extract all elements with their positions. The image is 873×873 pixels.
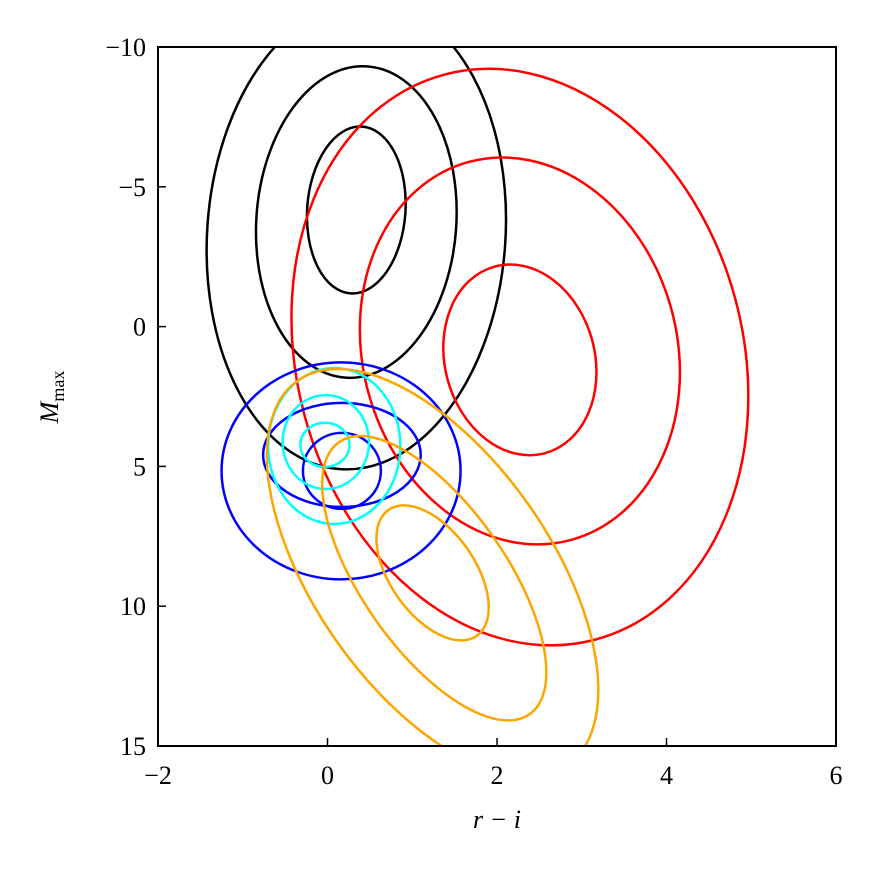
x-tick-label: 2	[491, 761, 504, 790]
contour-ellipse	[301, 431, 383, 511]
y-tick-label: −5	[118, 173, 146, 202]
x-tick-label: −2	[144, 761, 172, 790]
x-tick-label: 0	[321, 761, 334, 790]
contour-ellipse	[305, 125, 407, 295]
y-axis-label-main: M	[35, 400, 64, 424]
contour-ellipse	[205, 47, 508, 471]
contour-ellipse	[265, 367, 600, 746]
contour-ellipse	[290, 67, 750, 647]
y-axis-label-sub: max	[48, 371, 68, 402]
contour-ellipse	[442, 263, 598, 457]
contour-ellipse	[375, 504, 490, 642]
y-tick-label: −10	[105, 33, 146, 62]
plot-area	[205, 47, 750, 746]
y-tick-label: 5	[133, 452, 146, 481]
x-tick-label: 4	[660, 761, 673, 790]
x-tick-label: 6	[830, 761, 843, 790]
y-axis-label: Mmax	[35, 371, 68, 425]
x-axis-label: r − i	[473, 805, 521, 834]
contour-ellipse	[254, 64, 458, 380]
y-tick-label: 0	[133, 313, 146, 342]
y-tick-label: 10	[120, 592, 146, 621]
contour-ellipse	[358, 156, 682, 546]
contour-ellipse	[320, 434, 548, 722]
contour-ellipse	[281, 393, 371, 491]
axes-frame	[157, 46, 837, 747]
contour-ellipse	[220, 361, 462, 581]
y-tick-label: 15	[120, 732, 146, 761]
contour-ellipse	[261, 401, 422, 509]
